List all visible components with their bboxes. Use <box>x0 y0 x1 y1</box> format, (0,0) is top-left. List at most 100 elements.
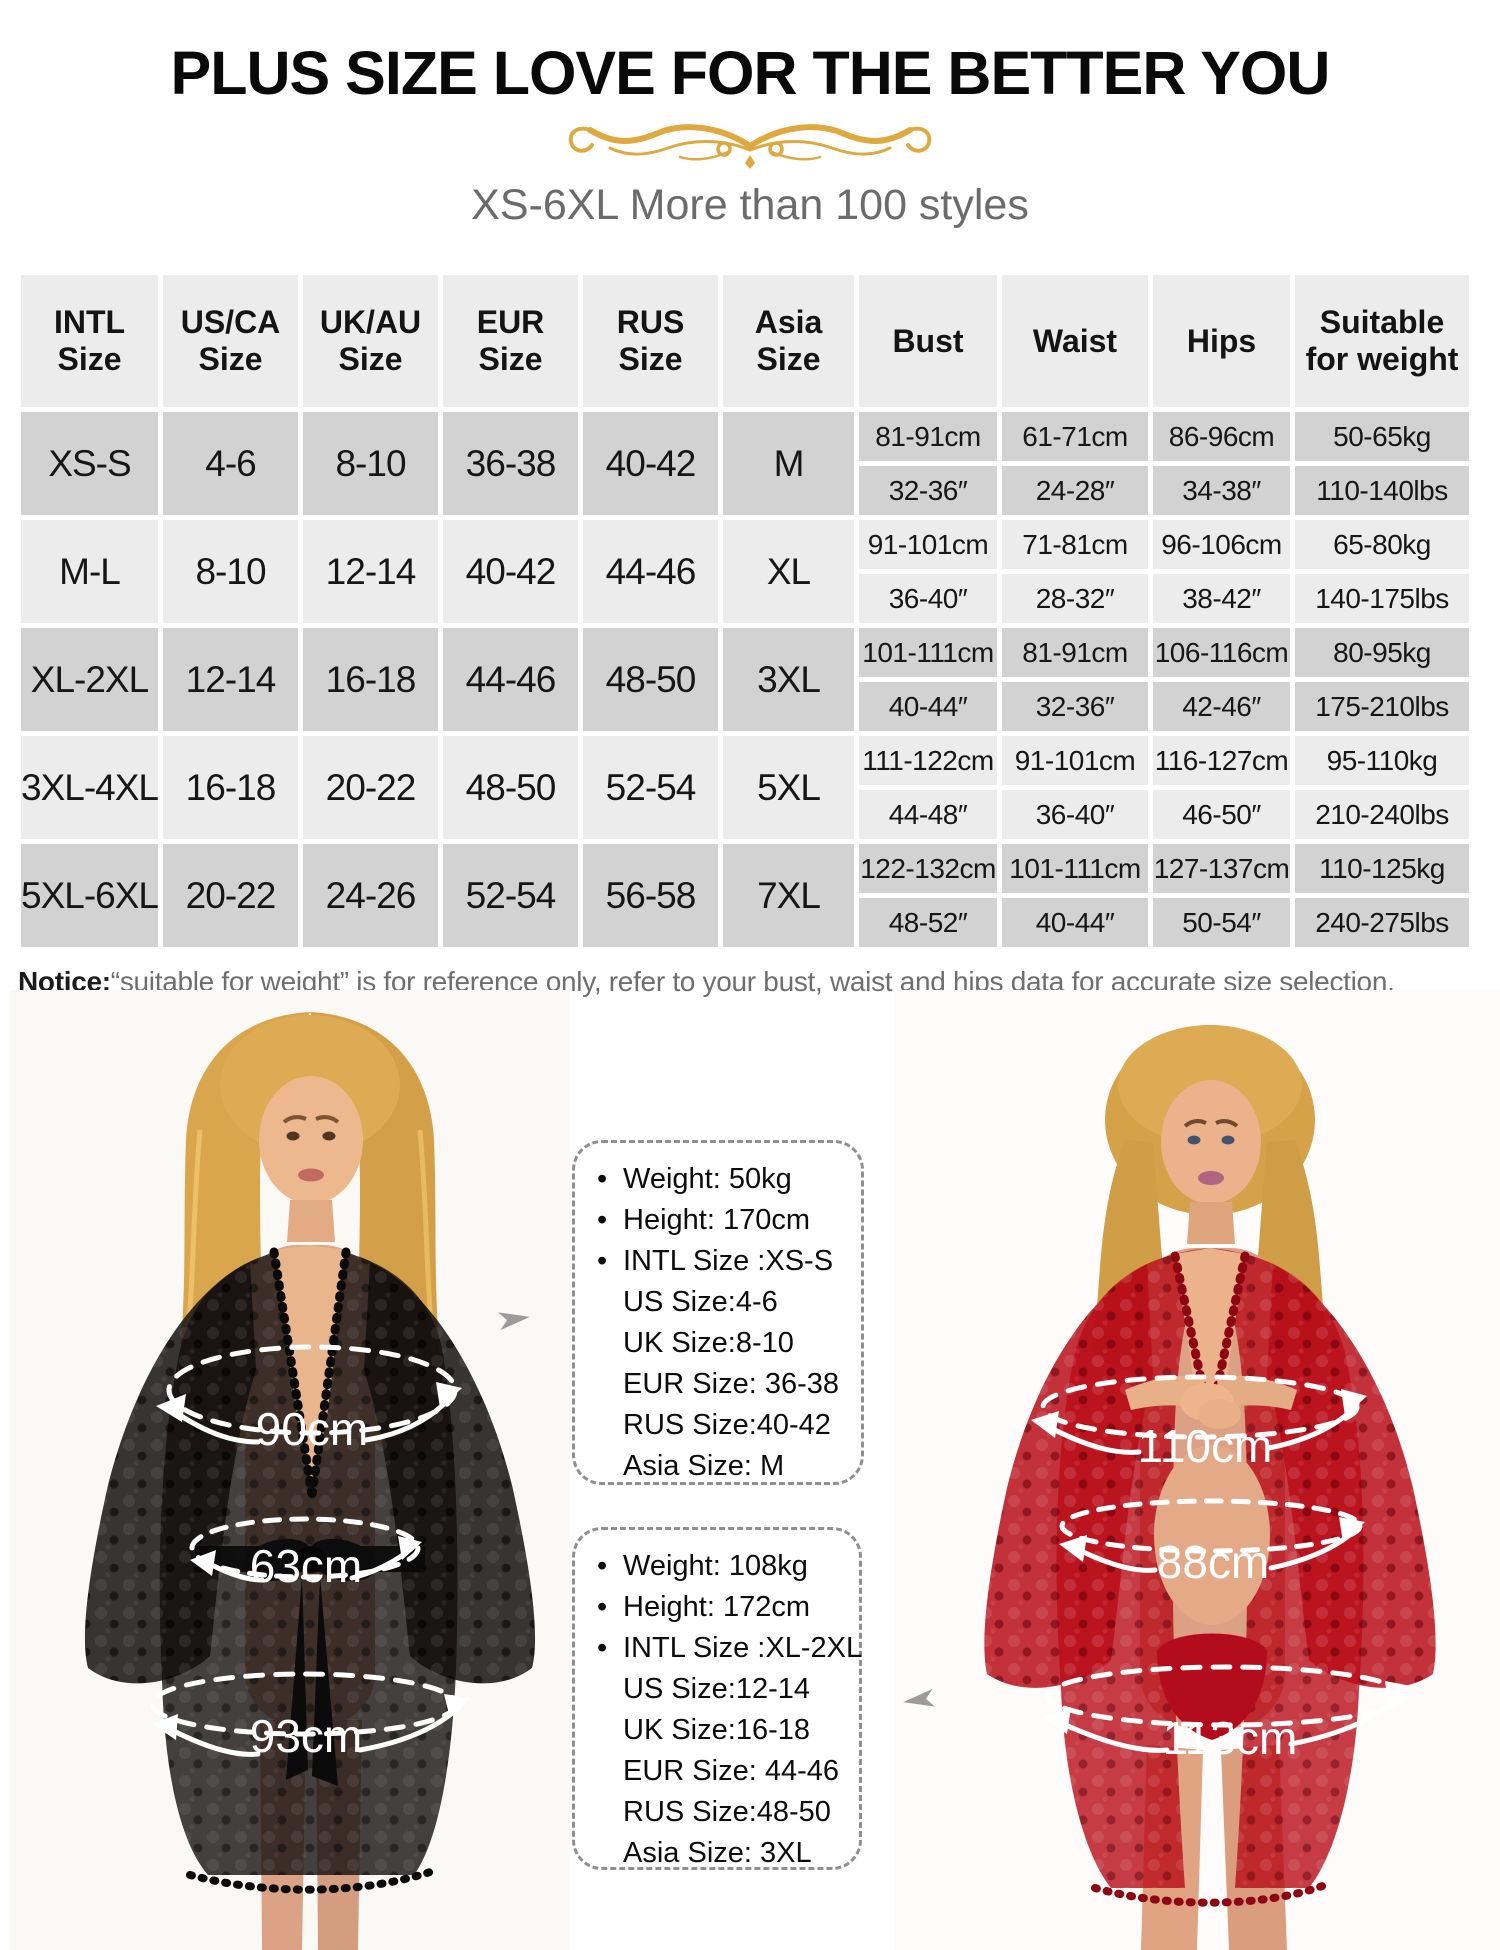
size-cell: 20-22 <box>163 844 298 948</box>
size-cell: 7XL <box>723 844 854 948</box>
measurement-cell: 95-110kg <box>1295 736 1469 786</box>
measurement-cell: 116-127cm <box>1153 736 1290 786</box>
size-cell: 12-14 <box>163 628 298 732</box>
bullet-icon: • <box>597 1591 608 1623</box>
table-row: 32-36″ 24-28″ 34-38″ 110-140lbs <box>21 466 1469 516</box>
measurement-annotations-right: 110cm 88cm 113cm <box>1031 1374 1411 1764</box>
info-line: UK Size:16-18 <box>623 1714 810 1746</box>
table-row: 44-48″ 36-40″ 46-50″ 210-240lbs <box>21 790 1469 840</box>
size-cell: 40-42 <box>443 520 578 624</box>
hips-measurement-ellipse <box>1045 1664 1407 1728</box>
size-cell: 8-10 <box>303 412 438 516</box>
measurement-cell: 24-28″ <box>1002 466 1148 516</box>
hips-measurement-label: 113cm <box>1163 1712 1298 1764</box>
size-chart-table: INTL Size US/CA Size UK/AU Size EUR Size… <box>16 270 1474 952</box>
table-header-cell: US/CA Size <box>163 275 298 408</box>
info-line: UK Size:8-10 <box>623 1327 794 1359</box>
measurement-cell: 81-91cm <box>1002 628 1148 678</box>
size-cell: M <box>723 412 854 516</box>
size-cell: XL-2XL <box>21 628 158 732</box>
measurement-cell: 61-71cm <box>1002 412 1148 462</box>
info-line: Height: 172cm <box>623 1591 810 1623</box>
measurement-cell: 111-122cm <box>859 736 997 786</box>
size-cell: XL <box>723 520 854 624</box>
table-row: 40-44″ 32-36″ 42-46″ 175-210lbs <box>21 682 1469 732</box>
table-row: 36-40″ 28-32″ 38-42″ 140-175lbs <box>21 574 1469 624</box>
info-line: Weight: 108kg <box>623 1550 808 1582</box>
bullet-icon: • <box>597 1632 608 1664</box>
size-cell: XS-S <box>21 412 158 516</box>
measurement-cell: 32-36″ <box>859 466 997 516</box>
waist-measurement-ellipse <box>189 1516 421 1580</box>
measurement-cell: 240-275lbs <box>1295 898 1469 948</box>
table-header-cell: EUR Size <box>443 275 578 408</box>
table-header-cell: Waist <box>1002 275 1148 408</box>
model-illustration-right <box>984 1025 1436 1950</box>
size-cell: 52-54 <box>583 736 718 840</box>
size-cell: 48-50 <box>583 628 718 732</box>
measurement-cell: 40-44″ <box>1002 898 1148 948</box>
pointer-right-icon <box>498 1312 530 1331</box>
table-row: XL-2XL 12-14 16-18 44-46 48-50 3XL 101-1… <box>21 628 1469 732</box>
size-cell: 4-6 <box>163 412 298 516</box>
table-header-cell: RUS Size <box>583 275 718 408</box>
model-photo-right: 110cm 88cm 113cm <box>895 990 1500 1950</box>
table-header-cell: Suitable for weight <box>1295 275 1469 408</box>
bullet-icon: • <box>597 1204 608 1236</box>
measurement-cell: 50-54″ <box>1153 898 1290 948</box>
size-cell: 5XL-6XL <box>21 844 159 948</box>
size-cell: 56-58 <box>583 844 718 948</box>
table-header-cell: UK/AU Size <box>303 275 438 408</box>
measurement-cell: 101-111cm <box>859 628 997 678</box>
info-line: US Size:12-14 <box>623 1673 810 1705</box>
info-line: RUS Size:48-50 <box>623 1796 831 1828</box>
size-cell: 36-38 <box>443 412 578 516</box>
measurement-cell: 110-125kg <box>1295 844 1469 894</box>
info-line: INTL Size :XL-2XL <box>623 1632 863 1664</box>
bust-measurement-label: 110cm <box>1138 1420 1273 1472</box>
size-cell: M-L <box>21 520 158 624</box>
info-line: EUR Size: 36-38 <box>623 1368 839 1400</box>
measurement-cell: 36-40″ <box>1002 790 1148 840</box>
size-cell: 44-46 <box>443 628 578 732</box>
measurement-cell: 81-91cm <box>859 412 997 462</box>
measurement-cell: 50-65kg <box>1295 412 1469 462</box>
table-row: 48-52″ 40-44″ 50-54″ 240-275lbs <box>21 898 1469 948</box>
size-cell: 5XL <box>723 736 854 840</box>
measurement-cell: 38-42″ <box>1153 574 1290 624</box>
measurement-cell: 106-116cm <box>1153 628 1290 678</box>
measurement-cell: 65-80kg <box>1295 520 1469 570</box>
measurement-cell: 91-101cm <box>859 520 997 570</box>
info-line: Height: 170cm <box>623 1204 810 1236</box>
measurement-cell: 71-81cm <box>1002 520 1148 570</box>
measurement-cell: 175-210lbs <box>1295 682 1469 732</box>
measurement-cell: 210-240lbs <box>1295 790 1469 840</box>
page-title: PLUS SIZE LOVE FOR THE BETTER YOU <box>170 39 1331 107</box>
size-cell: 48-50 <box>443 736 578 840</box>
bullet-icon: • <box>597 1550 608 1582</box>
gold-flourish-ornament <box>568 119 940 170</box>
measurement-cell: 122-132cm <box>859 844 997 894</box>
info-line: EUR Size: 44-46 <box>623 1755 839 1787</box>
table-row: 3XL-4XL 16-18 20-22 48-50 52-54 5XL 111-… <box>21 736 1469 840</box>
measurement-cell: 91-101cm <box>1002 736 1148 786</box>
model-photo-left: 90cm 63cm 93cm <box>10 990 570 1950</box>
measurement-cell: 80-95kg <box>1295 628 1469 678</box>
measurement-cell: 44-48″ <box>859 790 997 840</box>
info-line: US Size:4-6 <box>623 1286 778 1318</box>
table-row: 5XL-6XL 20-22 24-26 52-54 56-58 7XL 122-… <box>21 844 1469 948</box>
bullet-icon: • <box>597 1245 608 1277</box>
pointer-left-icon <box>903 1688 935 1707</box>
measurement-cell: 42-46″ <box>1153 682 1290 732</box>
size-cell: 12-14 <box>303 520 438 624</box>
size-cell: 16-18 <box>163 736 298 840</box>
measurement-cell: 140-175lbs <box>1295 574 1469 624</box>
table-header-cell: Hips <box>1153 275 1290 408</box>
size-cell: 52-54 <box>443 844 578 948</box>
measurement-cell: 48-52″ <box>859 898 997 948</box>
model-info-box-right: • Weight: 108kg • Height: 172cm • INTL Size… <box>572 1527 862 1870</box>
model-illustration-left <box>84 1012 536 1950</box>
size-cell: 16-18 <box>303 628 438 732</box>
measurement-cell: 36-40″ <box>859 574 997 624</box>
